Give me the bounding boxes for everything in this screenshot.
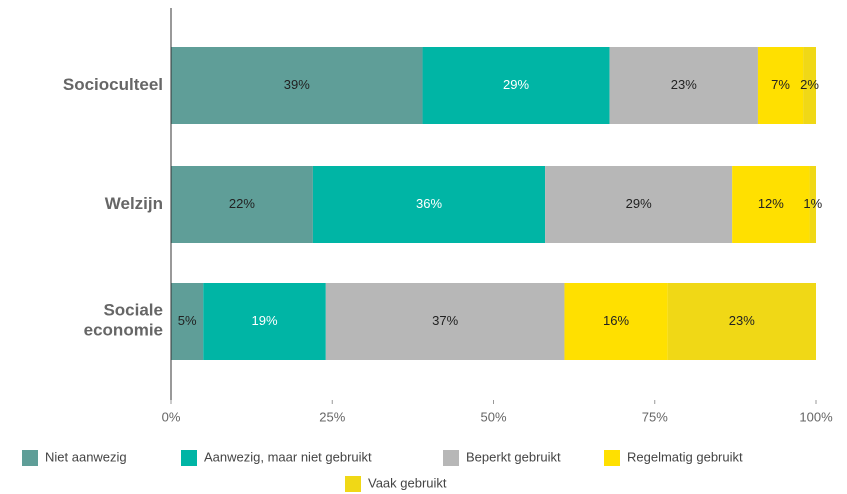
legend-label: Vaak gebruikt [368,475,447,490]
category-label: Sociale economie [84,301,163,340]
x-tick-label: 25% [319,409,345,424]
legend-swatch [181,450,197,466]
category-line: economie [84,321,163,340]
value-label: 39% [284,77,310,92]
value-label: 23% [729,313,755,328]
value-label: 29% [626,196,652,211]
bar-segment [203,283,326,360]
bar-segment [325,283,565,360]
bar-segment [312,166,546,243]
legend-swatch [443,450,459,466]
legend-swatch [22,450,38,466]
value-label: 23% [671,77,697,92]
value-label: 22% [229,196,255,211]
value-label: 1% [803,196,822,211]
legend-swatch [604,450,620,466]
bar-segment [171,47,423,124]
legend-label: Regelmatig gebruikt [627,449,743,464]
value-label: 12% [758,196,784,211]
bar-segment [809,166,816,243]
category-line: Sociale [103,301,163,320]
value-label: 19% [252,313,278,328]
legend-swatch [345,476,361,492]
value-label: 16% [603,313,629,328]
bar-segment [757,47,804,124]
value-label: 7% [771,77,790,92]
value-label: 5% [178,313,197,328]
legend-label: Niet aanwezig [45,449,127,464]
bar-segment [171,283,204,360]
value-label: 36% [416,196,442,211]
x-tick-label: 100% [799,409,833,424]
category-label: Socioculteel [63,75,163,94]
legend-label: Aanwezig, maar niet gebruikt [204,449,372,464]
value-label: 29% [503,77,529,92]
bar-segment [667,283,816,360]
bar-segment [609,47,758,124]
bar-segment [545,166,733,243]
value-label: 37% [432,313,458,328]
bar-segment [171,166,313,243]
value-label: 2% [800,77,819,92]
bar-segment [422,47,610,124]
bar-segment [732,166,810,243]
x-tick-label: 0% [162,409,181,424]
category-label: Welzijn [105,194,163,213]
legend-label: Beperkt gebruikt [466,449,561,464]
bar-segment [564,283,668,360]
x-tick-label: 75% [642,409,668,424]
x-tick-label: 50% [480,409,506,424]
bar-segment [803,47,816,124]
